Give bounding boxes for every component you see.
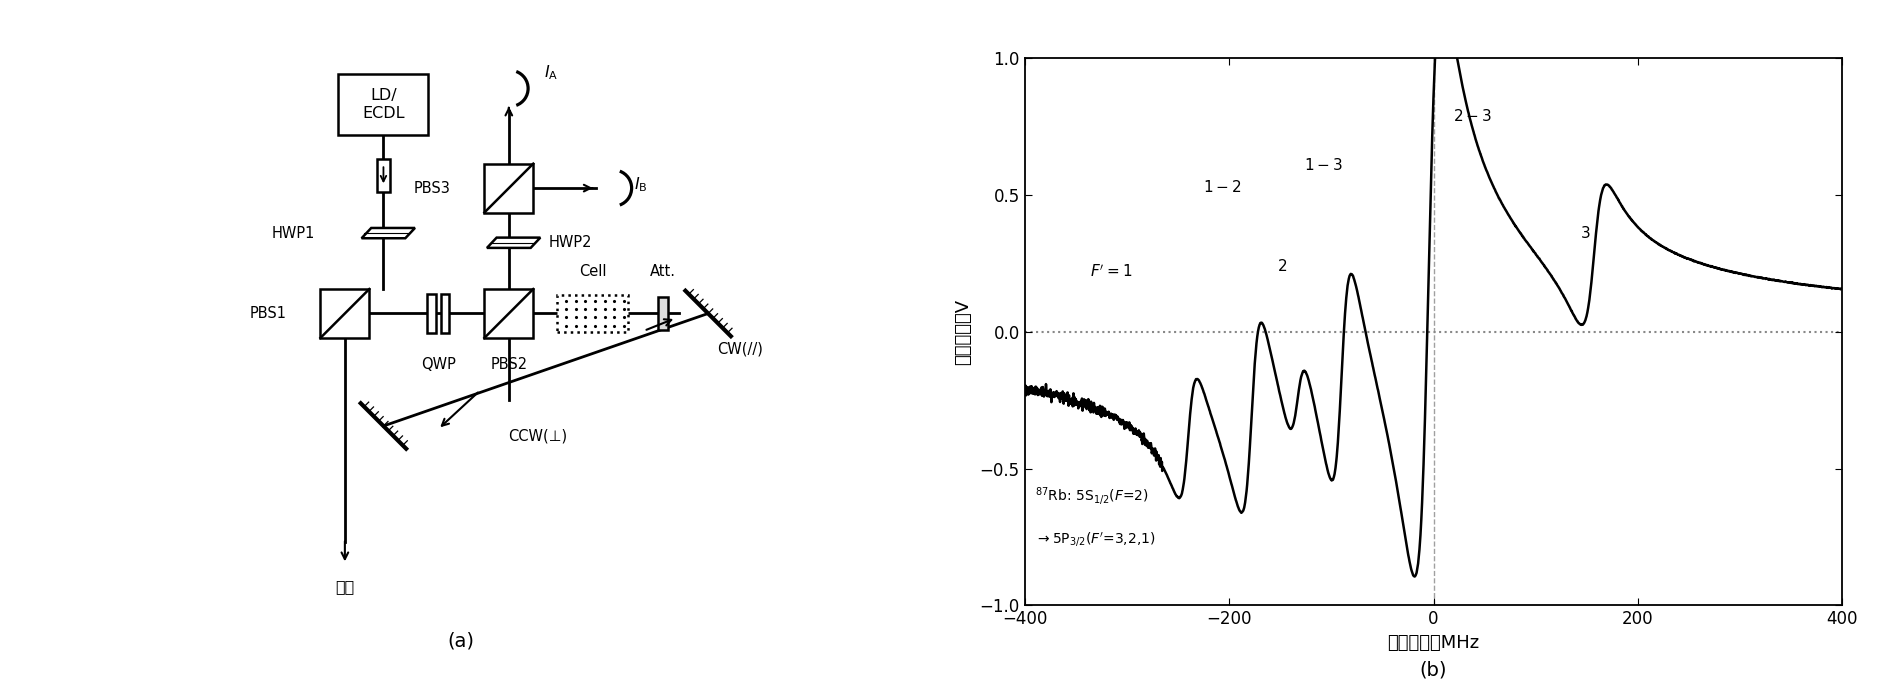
Text: CW(//): CW(//)	[718, 341, 763, 356]
Bar	[485, 289, 534, 338]
Text: $I_\mathrm{B}$: $I_\mathrm{B}$	[634, 176, 649, 194]
Text: $I_\mathrm{A}$: $I_\mathrm{A}$	[543, 63, 558, 81]
Text: $2-3$: $2-3$	[1453, 108, 1493, 124]
Bar	[556, 295, 628, 332]
Text: PBS1: PBS1	[250, 306, 286, 321]
Text: Cell: Cell	[579, 264, 605, 279]
X-axis label: 失谐频率／MHz: 失谐频率／MHz	[1387, 634, 1480, 652]
Text: HWP2: HWP2	[549, 235, 592, 250]
Text: $1-2$: $1-2$	[1203, 179, 1241, 195]
Bar	[658, 298, 667, 330]
Text: $\rightarrow$5P$_{3/2}$($F'$=3,2,1): $\rightarrow$5P$_{3/2}$($F'$=3,2,1)	[1034, 531, 1156, 549]
Text: LD/
ECDL: LD/ ECDL	[363, 88, 404, 120]
Text: CCW(⊥): CCW(⊥)	[508, 428, 568, 443]
Text: PBS3: PBS3	[414, 181, 449, 196]
Text: PBS2: PBS2	[491, 358, 528, 372]
Text: $1-3$: $1-3$	[1303, 157, 1342, 173]
Text: (b): (b)	[1419, 660, 1448, 679]
Y-axis label: 误差信号／V: 误差信号／V	[955, 299, 972, 365]
Bar	[440, 294, 449, 332]
Bar	[320, 289, 368, 338]
Text: HWP1: HWP1	[273, 226, 316, 241]
Text: $2$: $2$	[1277, 259, 1288, 274]
Text: QWP: QWP	[421, 358, 455, 372]
Bar	[485, 163, 534, 213]
Text: 输出: 输出	[335, 579, 355, 594]
Bar	[378, 159, 389, 192]
Text: (a): (a)	[447, 632, 474, 651]
Text: $^{87}$Rb: 5S$_{1/2}$($F$=2): $^{87}$Rb: 5S$_{1/2}$($F$=2)	[1034, 485, 1149, 507]
Bar	[338, 74, 429, 135]
Text: $F'=1$: $F'=1$	[1090, 263, 1132, 280]
Text: Att.: Att.	[650, 264, 677, 279]
Text: $3$: $3$	[1579, 226, 1590, 241]
Bar	[427, 294, 436, 332]
Polygon shape	[487, 237, 540, 248]
Polygon shape	[361, 228, 415, 238]
